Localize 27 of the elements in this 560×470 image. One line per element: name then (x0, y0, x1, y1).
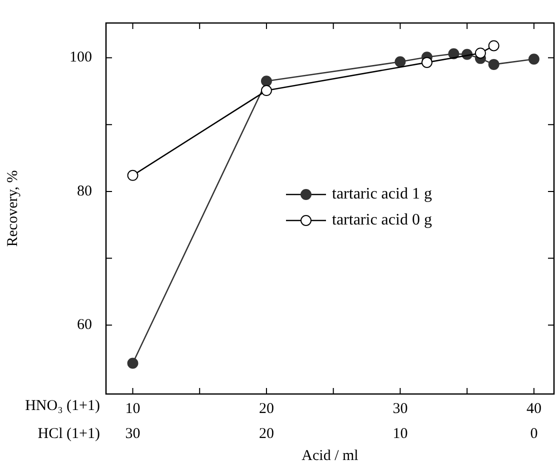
point (528, 54, 540, 65)
x2-tick-label: 0 (530, 426, 538, 442)
point (394, 56, 406, 68)
y-tick-label: 100 (70, 50, 92, 66)
x2-tick-label: 20 (258, 426, 274, 442)
point (488, 58, 500, 70)
x2-tick-label: 10 (392, 426, 408, 442)
point (488, 40, 500, 52)
y-axis-title: Recovery, % (4, 170, 21, 247)
point (127, 170, 138, 181)
point (260, 85, 272, 96)
point (260, 76, 272, 87)
x-axis-title: Acid / ml (302, 448, 358, 464)
text: HNO₃ (1+1) (25, 398, 100, 414)
x2-tick-label: 30 (125, 426, 140, 442)
point (421, 56, 432, 68)
legend-label: tartaric acid 0 g (332, 212, 432, 229)
y-tick-label: 60 (77, 317, 92, 334)
point (127, 358, 138, 369)
y-tick-label: 80 (77, 183, 92, 200)
point (474, 48, 486, 59)
text: HCl (1+1) (38, 426, 100, 442)
legend-label: tartaric acid 1 g (332, 186, 432, 203)
x-tick-label: 30 (392, 400, 408, 417)
x-tick-label: 40 (526, 400, 542, 417)
x-tick-label: 20 (258, 400, 274, 417)
x-tick-label: 10 (125, 400, 140, 417)
